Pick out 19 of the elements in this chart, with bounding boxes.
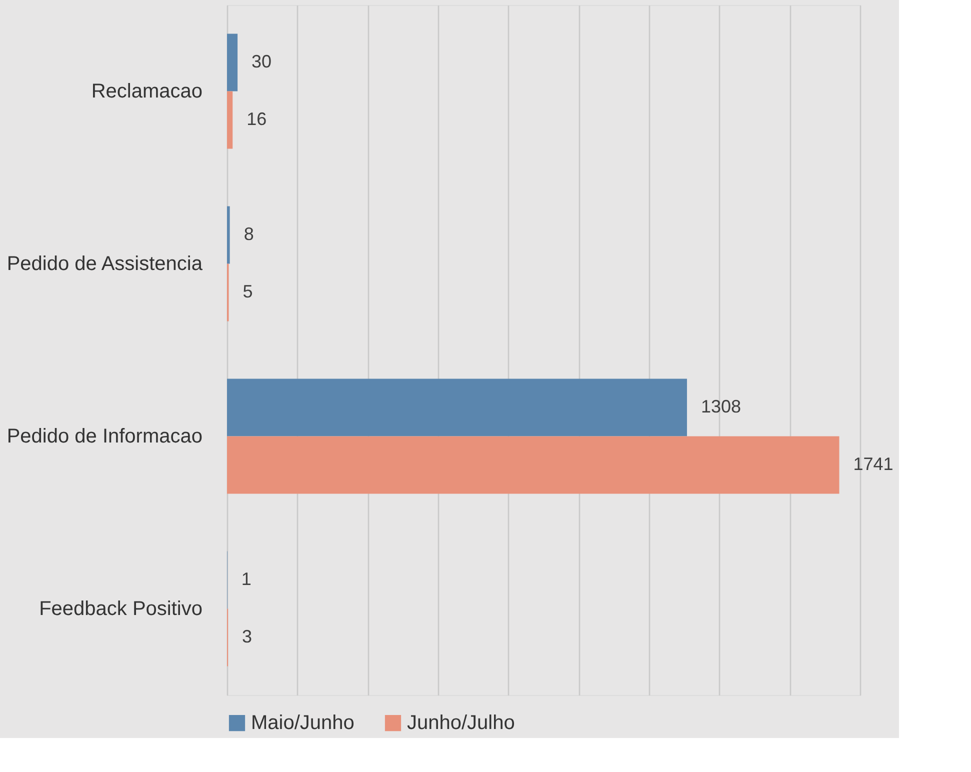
legend-label: Junho/Julho xyxy=(407,712,515,734)
data-label: 1308 xyxy=(700,396,742,416)
data-label: 5 xyxy=(242,282,253,302)
y-tick-label: Pedido de Informacao xyxy=(6,425,202,448)
bar xyxy=(227,378,687,436)
y-tick-label: Pedido de Assistencia xyxy=(6,252,204,275)
data-label: 30 xyxy=(252,52,272,72)
data-label: 1 xyxy=(241,569,252,589)
data-label: 8 xyxy=(244,224,254,244)
data-label: 16 xyxy=(246,109,267,129)
y-tick-label: Feedback Positivo xyxy=(39,598,202,620)
bar xyxy=(227,34,238,92)
data-label: 1741 xyxy=(853,454,894,474)
y-tick-label: Reclamacao xyxy=(91,80,202,102)
legend-label: Maio/Junho xyxy=(251,712,354,734)
bar xyxy=(227,206,230,264)
bar xyxy=(227,91,233,149)
bar xyxy=(227,436,840,494)
data-label: 3 xyxy=(242,626,252,646)
